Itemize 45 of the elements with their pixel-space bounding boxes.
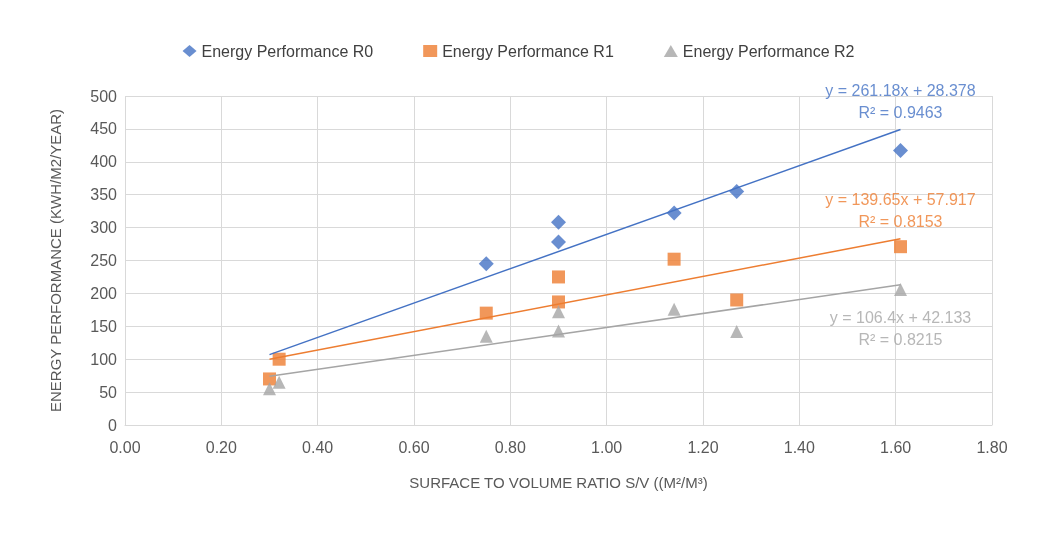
x-tick-label: 0.80 xyxy=(494,438,527,456)
point xyxy=(263,372,276,386)
legend-label: Energy Performance R0 xyxy=(201,42,374,60)
y-tick-label: 50 xyxy=(99,383,118,401)
y-tick-label: 350 xyxy=(90,186,118,204)
x-tick-label: 1.00 xyxy=(591,438,623,456)
legend-label: Energy Performance R1 xyxy=(442,42,614,60)
y-tick-label: 500 xyxy=(90,87,118,105)
y-tick-label: 300 xyxy=(90,219,118,237)
point xyxy=(893,282,907,296)
point xyxy=(892,143,908,159)
point xyxy=(730,325,744,339)
annotation: y = 106.4x + 42.133 R² = 0.8215 xyxy=(829,309,972,349)
y-tick-label: 200 xyxy=(90,284,118,302)
point xyxy=(552,270,565,284)
point xyxy=(263,382,276,396)
annotation: y = 139.65x + 57.917 R² = 0.8153 xyxy=(825,191,976,231)
y-tick-label: 100 xyxy=(90,350,118,368)
x-tick-label: 1.40 xyxy=(783,438,816,456)
x-tick-label: 0.00 xyxy=(109,438,141,456)
x-tick-label: 0.40 xyxy=(302,438,334,456)
x-tick-label: 1.80 xyxy=(976,438,1008,456)
y-tick-label: 0 xyxy=(108,416,118,434)
point xyxy=(893,240,907,254)
x-tick-label: 1.20 xyxy=(687,438,719,456)
point xyxy=(272,375,286,389)
x-tick-label: 0.20 xyxy=(205,438,238,456)
point xyxy=(667,302,681,316)
y-tick-label: 400 xyxy=(90,153,118,171)
point xyxy=(479,329,493,343)
point xyxy=(551,234,566,250)
point xyxy=(551,214,566,230)
y-tick-label: 450 xyxy=(90,120,118,138)
x-tick-label: 0.60 xyxy=(398,438,430,456)
y-axis-title: ENERGY PERFORMANCE (KWH/M2/YEAR) xyxy=(47,108,64,413)
point xyxy=(667,252,681,266)
x-axis-title: SURFACE TO VOLUME RATIO S/V ((M²/M³) xyxy=(409,474,708,491)
y-tick-label: 150 xyxy=(90,317,118,335)
y-tick-label: 250 xyxy=(90,252,118,269)
legend-label: Energy Performance R2 xyxy=(682,42,855,60)
point xyxy=(478,256,494,272)
x-tick-label: 1.60 xyxy=(880,438,912,456)
annotation: y = 261.18x + 28.378 R² = 0.9463 xyxy=(825,82,976,122)
point xyxy=(730,293,744,307)
point xyxy=(552,305,565,319)
